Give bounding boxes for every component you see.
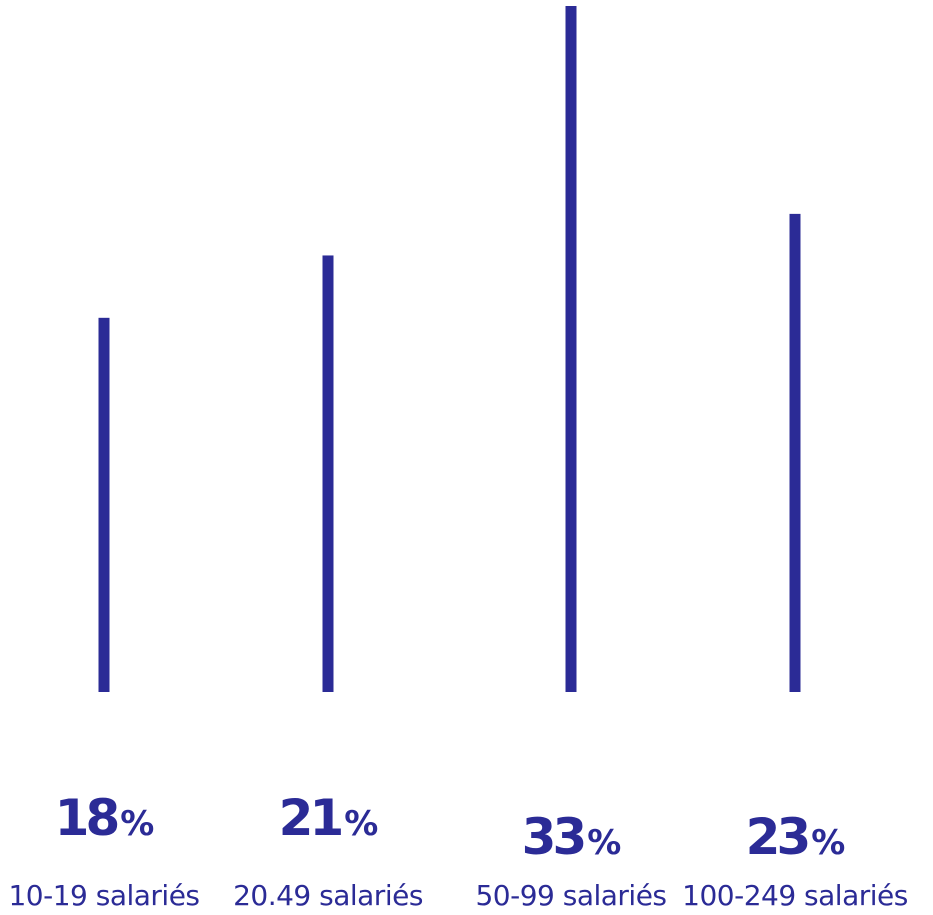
bar-3 <box>565 6 577 692</box>
bar-2 <box>322 255 334 693</box>
category-labels-layer: 10-19 salariés 20.49 salariés 50-99 salari… <box>8 879 908 912</box>
value-label-3: 33% <box>522 808 621 866</box>
bars-layer <box>98 6 801 693</box>
value-label-1: 18% <box>55 789 154 847</box>
category-label-1: 10-19 salariés <box>8 879 199 912</box>
bar-4 <box>789 213 801 692</box>
category-label-4: 100-249 salariés <box>682 879 908 912</box>
value-label-4: 23% <box>746 808 845 866</box>
category-label-2: 20.49 salariés <box>233 879 423 912</box>
bar-1 <box>98 317 110 692</box>
value-label-2: 21% <box>279 789 378 847</box>
category-label-3: 50-99 salariés <box>475 879 666 912</box>
value-labels-layer: 18% 21% 33% 23% <box>55 789 846 866</box>
